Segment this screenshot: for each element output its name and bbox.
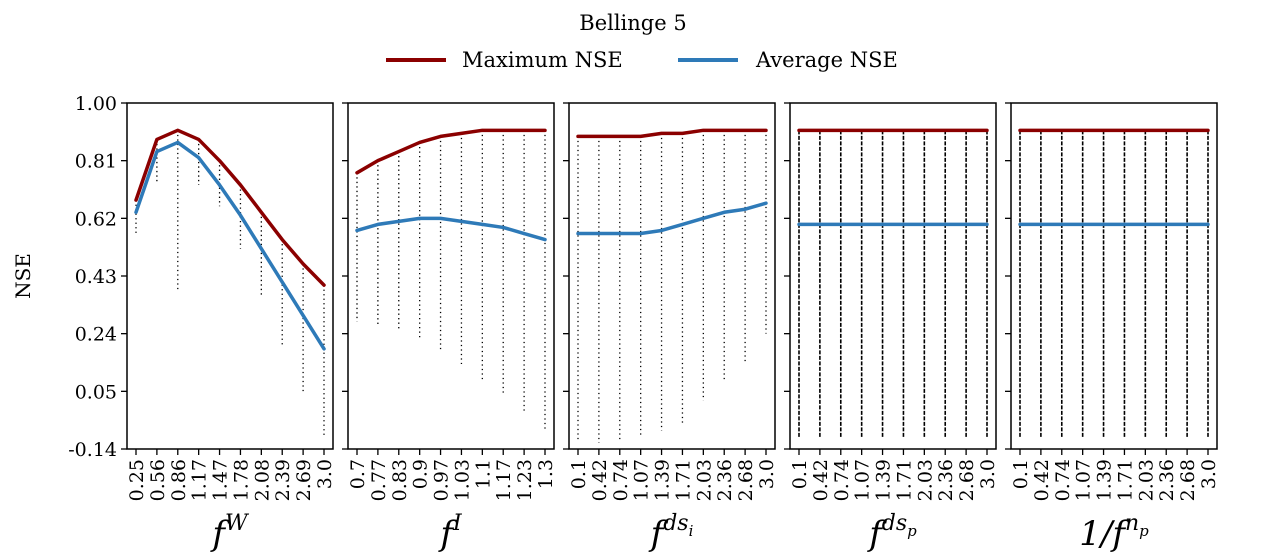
x-tick-label: 1.03: [451, 459, 473, 501]
x-tick-label: 1.17: [189, 459, 211, 501]
x-tick-label: 1.3: [535, 459, 557, 489]
x-tick-label: 0.1: [568, 459, 590, 489]
maximum-nse-line: [134, 128, 326, 287]
panel-1: 1.00 0.81 0.62 0.43 0.24 0.05 -0.14 0.250.560.8…: [68, 93, 336, 554]
scatter-points: [356, 130, 546, 431]
x-tick-label: 1.1: [472, 459, 494, 489]
x-tick-label: 0.74: [831, 459, 853, 501]
panels: 1.000.810.620.430.240.05-0.140.250.560.8…: [68, 93, 1220, 554]
panel-4: 0.10.420.741.071.391.712.032.362.683.0 fd…: [784, 102, 999, 554]
panel-frame: [789, 102, 997, 450]
y-tick-label: 0.43: [75, 266, 117, 288]
x-tick-label: 0.1: [789, 459, 811, 489]
panel-frame: [126, 102, 334, 450]
x-tick-label: 1.07: [852, 459, 874, 501]
x-tick-label: 2.03: [1135, 459, 1157, 501]
x-tick-label: 3.0: [756, 459, 778, 489]
panel-5: 0.10.420.741.071.391.712.032.362.683.0 1/…: [1005, 102, 1220, 554]
x-tick-label: 2.36: [714, 459, 736, 501]
x-tick-label: 0.1: [1010, 459, 1032, 489]
panel-3: 0.10.420.741.071.391.712.032.362.683.0 fd…: [563, 102, 778, 554]
x-tick-label: 1.39: [652, 459, 674, 501]
x-axis-label: fdsp: [866, 511, 917, 554]
x-tick-label: 0.9: [410, 459, 432, 489]
x-tick-label: 0.97: [431, 459, 453, 501]
x-tick-label: 1.78: [230, 459, 252, 501]
x-tick-label: 0.42: [810, 459, 832, 501]
legend-label-avg: Average NSE: [755, 48, 898, 72]
x-tick-label: 2.08: [251, 459, 273, 501]
average-nse-line: [576, 201, 768, 236]
x-tick-label: 1.17: [493, 459, 515, 501]
y-tick-label: -0.14: [68, 439, 117, 461]
x-tick-label: 2.36: [1156, 459, 1178, 501]
x-tick-label: 0.74: [610, 459, 632, 501]
x-tick-label: 1.07: [1073, 459, 1095, 501]
x-tick-label: 3.0: [1198, 459, 1220, 489]
x-tick-label: 0.77: [368, 459, 390, 501]
average-nse-line: [355, 216, 547, 242]
y-tick-label: 0.62: [75, 208, 117, 230]
x-tick-label: 1.71: [1114, 459, 1136, 501]
x-tick-label: 0.74: [1052, 459, 1074, 501]
x-tick-label: 0.42: [1031, 459, 1053, 501]
x-tick-label: 2.36: [935, 459, 957, 501]
maximum-nse-line: [576, 128, 768, 139]
x-axis-label: fW: [209, 511, 250, 554]
panel-frame: [347, 102, 555, 450]
x-tick-label: 3.0: [977, 459, 999, 489]
x-axis-label: 1/fnp: [1079, 511, 1149, 554]
x-tick-label: 1.23: [514, 459, 536, 501]
panel-frame: [1010, 102, 1218, 450]
x-tick-label: 1.47: [210, 459, 232, 501]
x-tick-label: 0.56: [147, 459, 169, 501]
x-tick-label: 1.39: [1094, 459, 1116, 501]
x-tick-label: 2.68: [1177, 459, 1199, 501]
x-tick-label: 1.71: [893, 459, 915, 501]
average-nse-line: [134, 140, 326, 351]
x-tick-label: 2.03: [693, 459, 715, 501]
x-tick-label: 1.07: [631, 459, 653, 501]
x-tick-label: 0.25: [126, 459, 148, 501]
scatter-points: [798, 130, 988, 437]
x-tick-label: 0.42: [589, 459, 611, 501]
y-tick-label: 1.00: [75, 93, 117, 115]
x-axis-label: fI: [437, 511, 463, 554]
x-tick-label: 0.7: [347, 459, 369, 489]
scatter-points: [135, 130, 325, 437]
x-tick-label: 2.03: [914, 459, 936, 501]
maximum-nse-line: [355, 128, 547, 175]
x-tick-label: 0.86: [168, 459, 190, 501]
scatter-points: [577, 130, 767, 443]
panel-frame: [568, 102, 776, 450]
x-tick-label: 2.68: [735, 459, 757, 501]
x-tick-label: 2.39: [272, 459, 294, 501]
y-axis-label: NSE: [11, 253, 35, 299]
y-tick-label: 0.81: [75, 151, 117, 173]
x-axis-label: fdsi: [648, 511, 694, 554]
scatter-points: [1019, 130, 1209, 437]
y-tick-label: 0.24: [75, 324, 117, 346]
x-tick-label: 1.39: [873, 459, 895, 501]
y-tick-label: 0.05: [75, 381, 117, 403]
x-tick-label: 2.69: [293, 459, 315, 501]
panel-2: 0.70.770.830.90.971.031.11.171.231.3 fI: [342, 102, 557, 554]
x-tick-label: 1.71: [672, 459, 694, 501]
x-tick-label: 2.68: [956, 459, 978, 501]
chart-title: Bellinge 5: [579, 11, 686, 35]
x-tick-label: 3.0: [314, 459, 336, 489]
x-tick-label: 0.83: [389, 459, 411, 501]
legend: Maximum NSE Average NSE: [386, 48, 898, 72]
legend-label-max: Maximum NSE: [462, 48, 623, 72]
